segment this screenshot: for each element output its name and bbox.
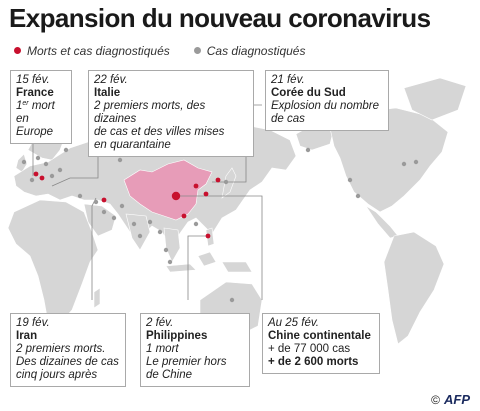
- case-dot: [413, 159, 419, 165]
- case-dot: [117, 157, 123, 163]
- indonesia-2: [197, 251, 217, 267]
- china-region: [123, 159, 213, 221]
- callout-chine: Au 25 fév. Chine continentale + de 77 00…: [262, 313, 380, 374]
- afp-logo: AFP: [444, 392, 470, 407]
- line-philippines: [187, 235, 208, 300]
- death-dot: [215, 177, 221, 183]
- case-dot: [229, 297, 235, 303]
- case-dots: [21, 147, 419, 303]
- case-dot: [347, 177, 353, 183]
- indochina: [163, 227, 181, 263]
- credit: © AFP: [431, 392, 470, 407]
- callout-philippines: 2 fév. Philippines 1 mort Le premier hor…: [140, 313, 250, 387]
- red-dot-icon: [14, 47, 21, 55]
- case-dot: [29, 177, 35, 183]
- case-dot: [57, 167, 63, 173]
- callout-iran: 19 fév. Iran 2 premiers morts. Des dizai…: [10, 313, 126, 387]
- case-dot: [147, 219, 153, 225]
- death-dot: [193, 183, 199, 189]
- case-dot: [131, 221, 137, 227]
- case-dot: [43, 161, 49, 167]
- death-dots: [33, 171, 221, 239]
- case-dot: [21, 159, 27, 165]
- japan: [221, 167, 237, 199]
- greenland: [403, 77, 467, 121]
- case-dot: [77, 193, 83, 199]
- map-title: Expansion du nouveau coronavirus: [9, 3, 431, 33]
- copyright-icon: ©: [431, 392, 440, 407]
- case-dot: [101, 209, 107, 215]
- case-dot: [137, 233, 143, 239]
- callout-italie: 22 fév. Italie 2 premiers morts, des diz…: [88, 70, 254, 157]
- new-guinea: [221, 261, 253, 273]
- case-dot: [223, 179, 229, 185]
- case-dot: [355, 193, 361, 199]
- case-dot: [35, 155, 41, 161]
- case-dot: [305, 147, 311, 153]
- case-dot: [401, 161, 407, 167]
- legend-item-deaths: Morts et cas diagnostiqués: [14, 44, 170, 58]
- death-dot: [203, 191, 209, 197]
- case-dot: [93, 199, 99, 205]
- epicenter-hubei: [171, 191, 181, 201]
- legend-item-cases: Cas diagnostiqués: [193, 44, 305, 58]
- case-dot: [119, 203, 125, 209]
- madagascar: [93, 287, 101, 309]
- death-dot: [181, 213, 187, 219]
- line-italie: [51, 145, 99, 187]
- case-dot: [167, 259, 173, 265]
- callout-france: 15 fév. France 1er mort en Europe: [10, 70, 72, 144]
- india: [125, 213, 151, 251]
- death-dot: [205, 233, 211, 239]
- death-dot: [39, 175, 45, 181]
- north-america: [329, 107, 449, 213]
- case-dot: [49, 173, 55, 179]
- britain: [15, 153, 28, 173]
- callout-coree: 21 fév. Corée du Sud Explosion du nombre…: [265, 70, 389, 131]
- case-dot: [163, 247, 169, 253]
- case-dot: [157, 229, 163, 235]
- case-dot: [63, 147, 69, 153]
- grey-dot-icon: [193, 47, 201, 55]
- death-dot: [101, 197, 107, 203]
- indonesia-1: [165, 263, 197, 273]
- case-dot: [111, 215, 117, 221]
- south-america: [383, 231, 445, 345]
- death-dot: [33, 171, 39, 177]
- case-dot: [193, 221, 199, 227]
- africa: [7, 199, 99, 327]
- legend: Morts et cas diagnostiqués Cas diagnosti…: [14, 44, 305, 58]
